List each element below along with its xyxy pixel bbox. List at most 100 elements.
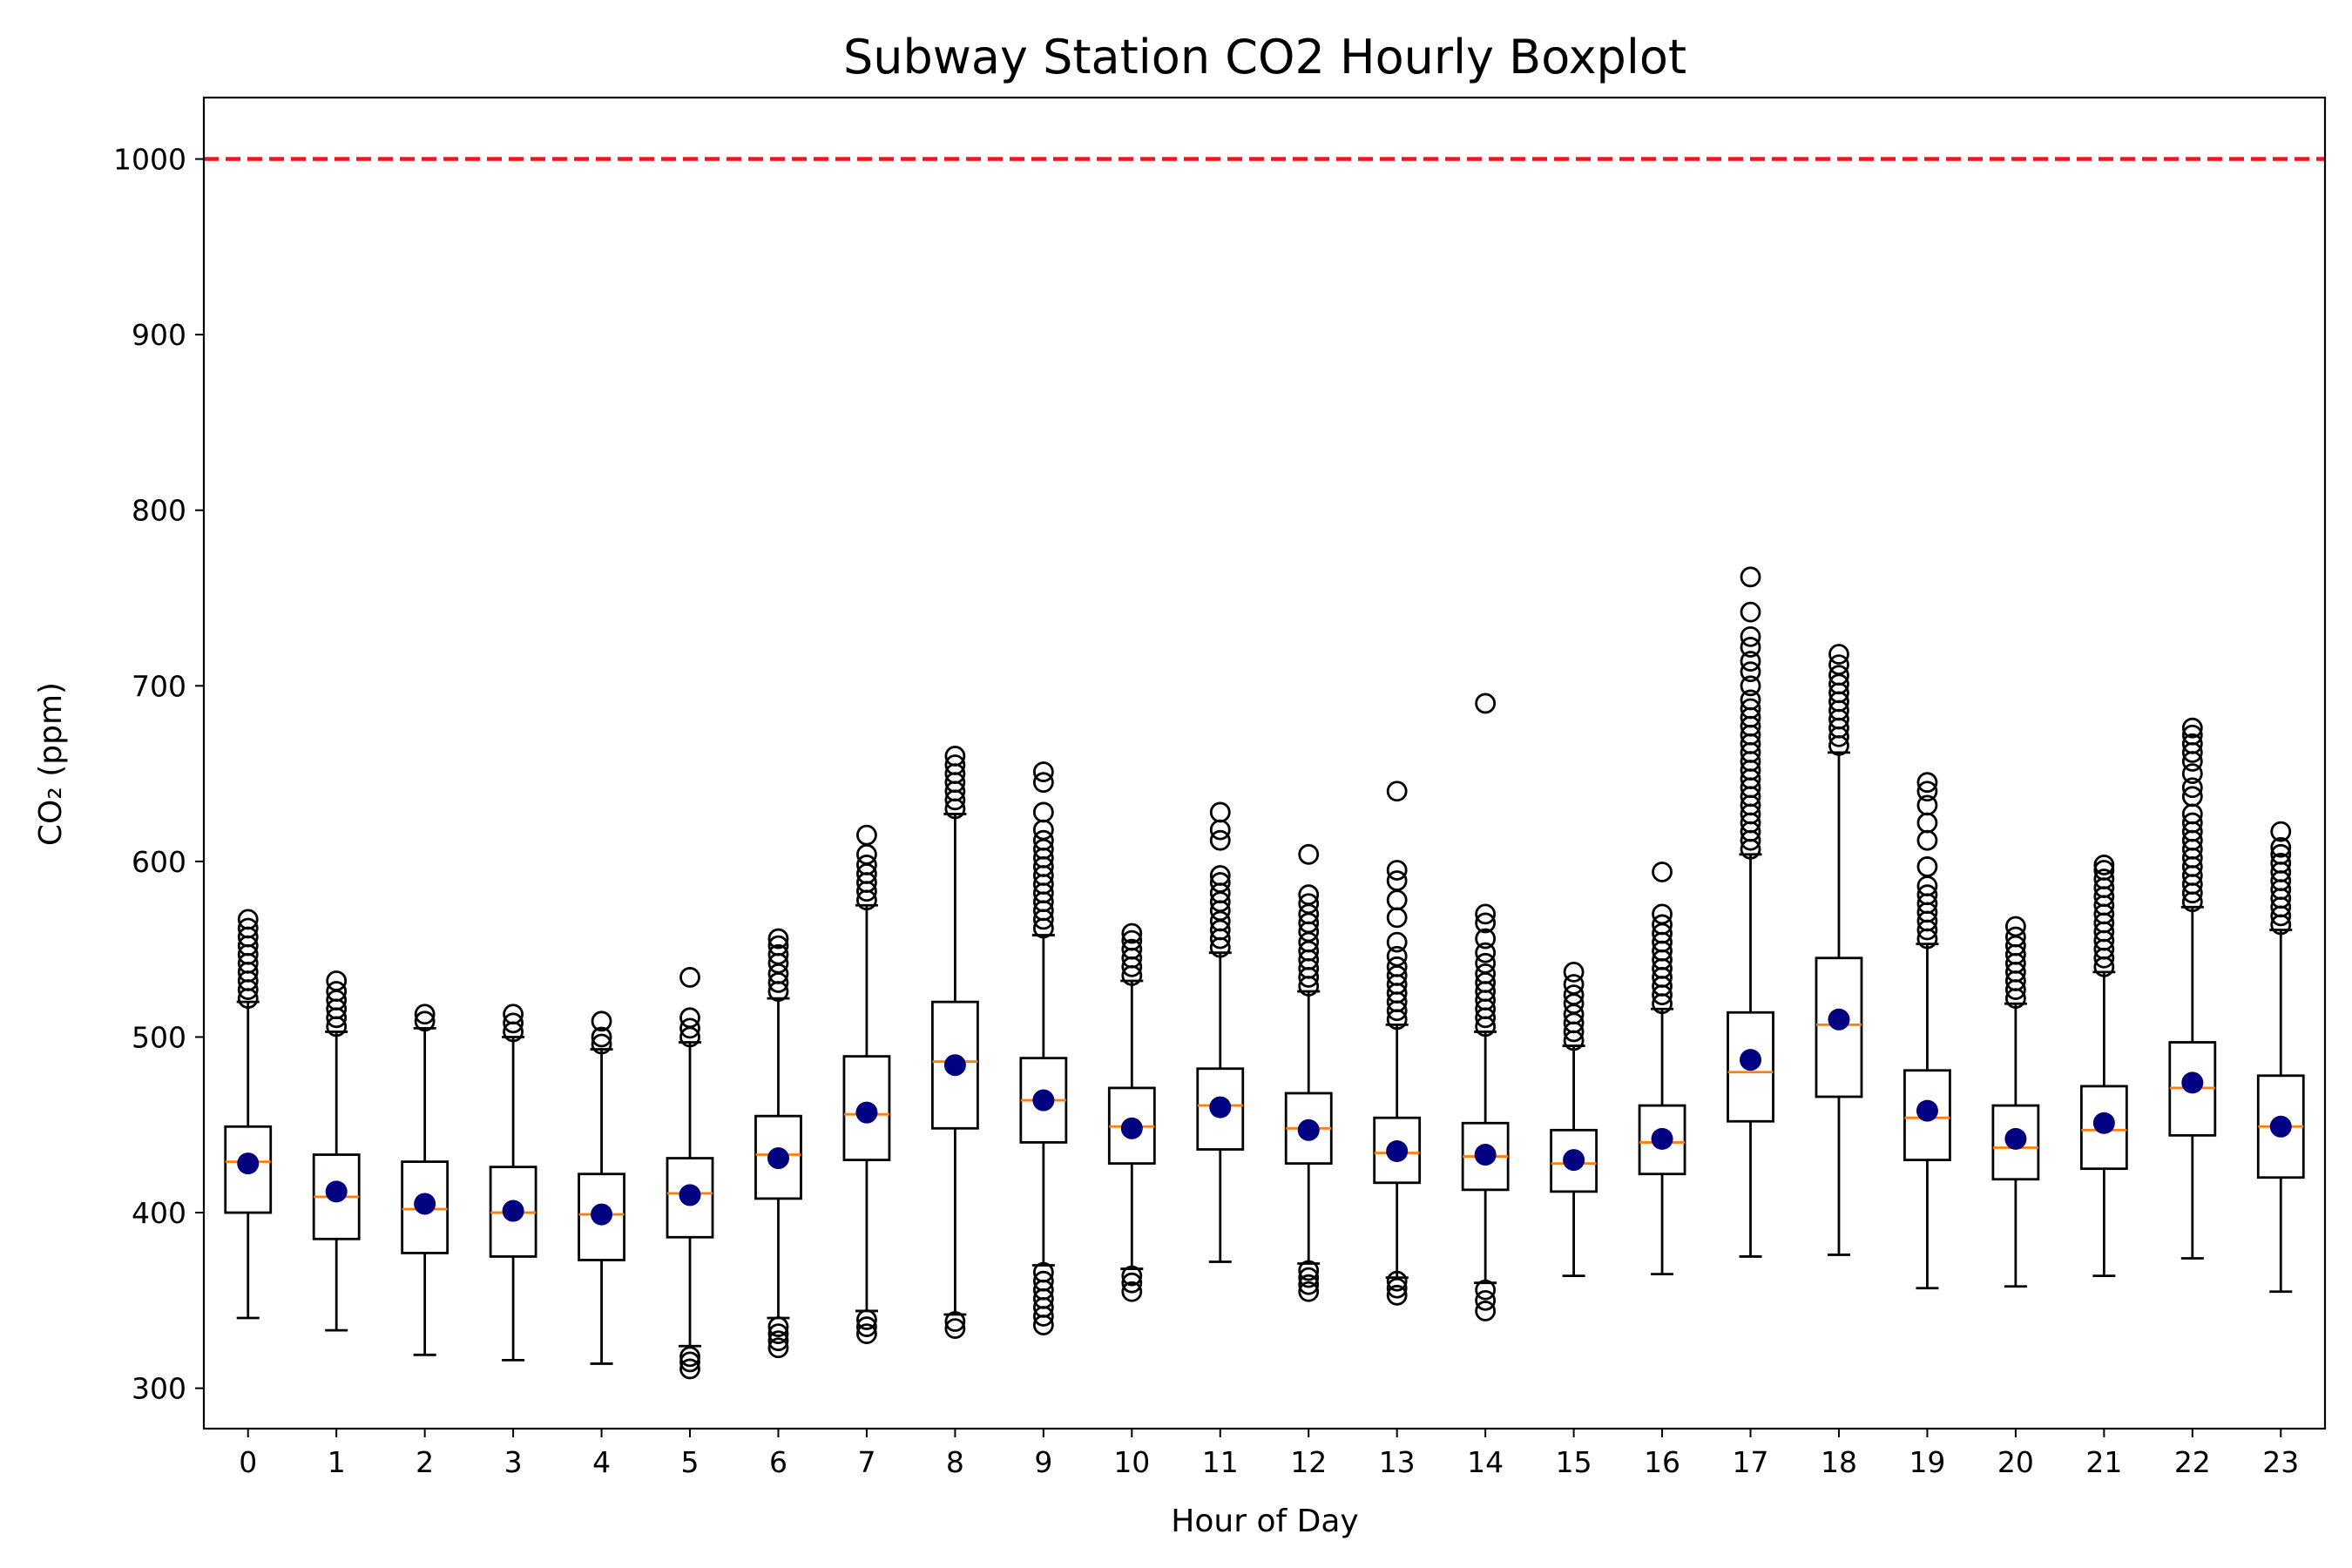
outlier-point xyxy=(1828,665,1849,686)
outlier-point xyxy=(2093,868,2115,889)
outlier-point xyxy=(1032,772,1054,794)
mean-marker xyxy=(1563,1149,1585,1172)
mean-marker xyxy=(2269,1115,2292,1138)
outlier-point xyxy=(1475,928,1497,950)
outlier-point xyxy=(1475,1289,1497,1311)
outlier-point xyxy=(1475,912,1497,934)
outlier-point xyxy=(1386,889,1408,911)
x-tick-label: 17 xyxy=(1733,1445,1769,1479)
outlier-point xyxy=(1209,872,1231,893)
mean-marker xyxy=(325,1180,348,1203)
y-tick-label: 1000 xyxy=(113,143,186,177)
outlier-point xyxy=(1298,1267,1320,1288)
outlier-point xyxy=(856,855,877,875)
outlier-point xyxy=(1121,1281,1143,1302)
outlier-point xyxy=(679,1346,700,1368)
outlier-point xyxy=(679,1358,700,1380)
outlier-point xyxy=(1652,862,1673,882)
x-tick-label: 0 xyxy=(239,1445,257,1479)
outlier-point xyxy=(2181,763,2203,784)
mean-marker xyxy=(1916,1099,1938,1122)
outlier-point xyxy=(1032,761,1054,782)
outlier-point xyxy=(767,1316,789,1337)
outlier-point xyxy=(1916,884,1938,906)
iqr-box xyxy=(754,1114,802,1200)
y-tick-label: 700 xyxy=(132,669,186,703)
mean-marker xyxy=(414,1193,436,1215)
x-tick-label: 5 xyxy=(681,1445,700,1479)
y-tick-label: 600 xyxy=(132,845,186,879)
chart-title: Subway Station CO2 Hourly Boxplot xyxy=(843,30,1686,84)
x-tick-label: 20 xyxy=(1997,1445,2034,1479)
outlier-point xyxy=(1298,843,1320,865)
mean-marker xyxy=(2181,1071,2204,1094)
x-tick-label: 3 xyxy=(504,1445,523,1479)
mean-marker xyxy=(1386,1139,1409,1162)
outlier-point xyxy=(856,1309,877,1330)
x-tick-label: 15 xyxy=(1556,1445,1592,1479)
outlier-point xyxy=(237,917,259,939)
outlier-point xyxy=(1298,1260,1320,1281)
outlier-point xyxy=(1386,945,1408,967)
outlier-point xyxy=(767,935,789,956)
outlier-point xyxy=(1916,812,1938,834)
y-tick-label: 300 xyxy=(132,1372,186,1406)
mean-marker xyxy=(943,1054,966,1077)
outlier-point xyxy=(1386,1284,1408,1306)
outlier-point xyxy=(1740,637,1761,658)
x-tick-label: 19 xyxy=(1909,1445,1945,1479)
outlier-point xyxy=(1386,907,1408,929)
outlier-point xyxy=(2181,724,2203,746)
outlier-point xyxy=(767,1330,789,1352)
outlier-point xyxy=(679,1351,700,1373)
outlier-point xyxy=(1032,801,1054,823)
outlier-point xyxy=(1740,689,1761,711)
outlier-point xyxy=(1032,829,1054,851)
outlier-point xyxy=(1475,963,1497,984)
outlier-point xyxy=(1298,1274,1320,1295)
outlier-point xyxy=(1475,903,1497,925)
outlier-point xyxy=(1828,644,1849,665)
outlier-point xyxy=(414,1010,436,1032)
x-tick-label: 4 xyxy=(592,1445,611,1479)
outlier-point xyxy=(2270,821,2292,842)
mean-marker xyxy=(502,1200,524,1222)
y-tick-label: 800 xyxy=(132,494,186,528)
outlier-point xyxy=(591,1026,612,1048)
x-tick-label: 11 xyxy=(1202,1445,1239,1479)
outlier-point xyxy=(503,1004,524,1025)
outlier-point xyxy=(1121,929,1143,951)
outlier-point xyxy=(1475,1279,1497,1301)
outlier-point xyxy=(856,1323,877,1345)
mean-marker xyxy=(1651,1127,1673,1150)
mean-marker xyxy=(237,1152,260,1175)
outlier-point xyxy=(944,1311,966,1332)
mean-marker xyxy=(679,1184,701,1206)
outlier-point xyxy=(1916,794,1938,816)
outlier-point xyxy=(1740,601,1761,623)
outlier-point xyxy=(2004,916,2026,937)
x-axis-label: Hour of Day xyxy=(1171,1504,1358,1539)
outlier-point xyxy=(944,754,966,775)
outlier-point xyxy=(1916,829,1938,851)
outlier-point xyxy=(944,746,966,767)
x-tick-label: 6 xyxy=(769,1445,787,1479)
mean-marker xyxy=(591,1203,613,1226)
plot-frame xyxy=(202,96,2327,1430)
outlier-point xyxy=(679,1017,700,1039)
outlier-point xyxy=(1386,1277,1408,1299)
x-tick-label: 14 xyxy=(1467,1445,1504,1479)
outlier-point xyxy=(1121,938,1143,960)
y-tick-label: 500 xyxy=(132,1020,186,1054)
mean-marker xyxy=(1828,1008,1850,1031)
outlier-point xyxy=(1475,942,1497,963)
outlier-point xyxy=(1916,781,1938,802)
outlier-point xyxy=(1121,923,1143,944)
mean-marker xyxy=(1032,1089,1055,1112)
outlier-point xyxy=(1386,956,1408,977)
outlier-point xyxy=(1298,893,1320,915)
y-tick-label: 400 xyxy=(132,1196,186,1230)
outlier-point xyxy=(1032,1261,1054,1283)
mean-marker xyxy=(1740,1049,1762,1071)
x-tick-label: 2 xyxy=(416,1445,434,1479)
